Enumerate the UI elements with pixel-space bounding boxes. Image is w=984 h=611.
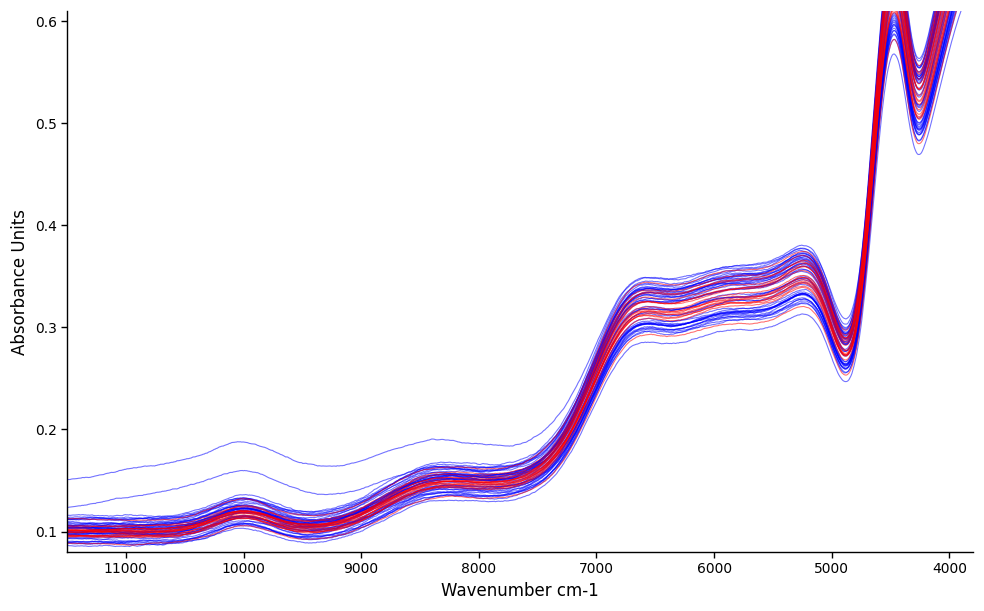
X-axis label: Wavenumber cm-1: Wavenumber cm-1 <box>441 582 599 600</box>
Y-axis label: Absorbance Units: Absorbance Units <box>11 208 30 354</box>
